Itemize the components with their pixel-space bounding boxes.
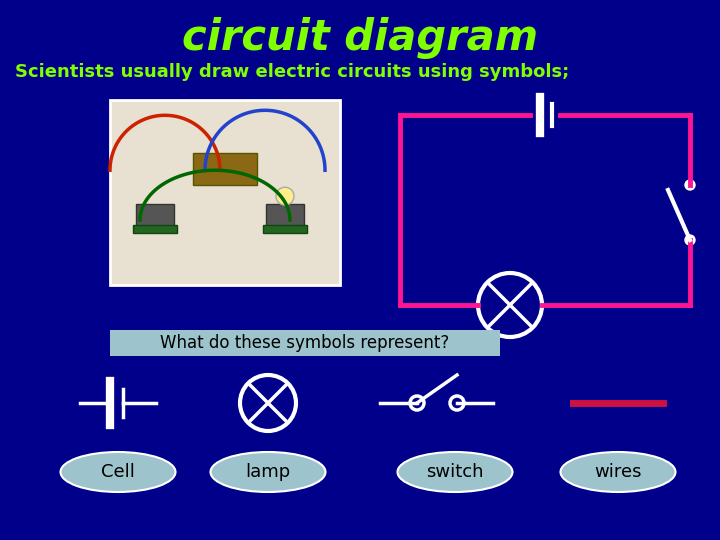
FancyBboxPatch shape (133, 225, 177, 233)
FancyBboxPatch shape (193, 153, 257, 185)
Text: switch: switch (426, 463, 484, 481)
Ellipse shape (60, 452, 176, 492)
FancyBboxPatch shape (263, 225, 307, 233)
Circle shape (276, 187, 294, 205)
Ellipse shape (210, 452, 325, 492)
Text: Cell: Cell (101, 463, 135, 481)
Ellipse shape (560, 452, 675, 492)
FancyBboxPatch shape (110, 100, 340, 285)
Text: Scientists usually draw electric circuits using symbols;: Scientists usually draw electric circuit… (15, 63, 570, 81)
Text: lamp: lamp (246, 463, 291, 481)
FancyBboxPatch shape (110, 330, 500, 356)
FancyBboxPatch shape (266, 204, 304, 228)
Text: wires: wires (594, 463, 642, 481)
Text: What do these symbols represent?: What do these symbols represent? (161, 334, 449, 352)
FancyBboxPatch shape (136, 204, 174, 228)
Circle shape (685, 235, 695, 245)
Text: circuit diagram: circuit diagram (182, 17, 538, 59)
Ellipse shape (397, 452, 513, 492)
Circle shape (685, 180, 695, 190)
